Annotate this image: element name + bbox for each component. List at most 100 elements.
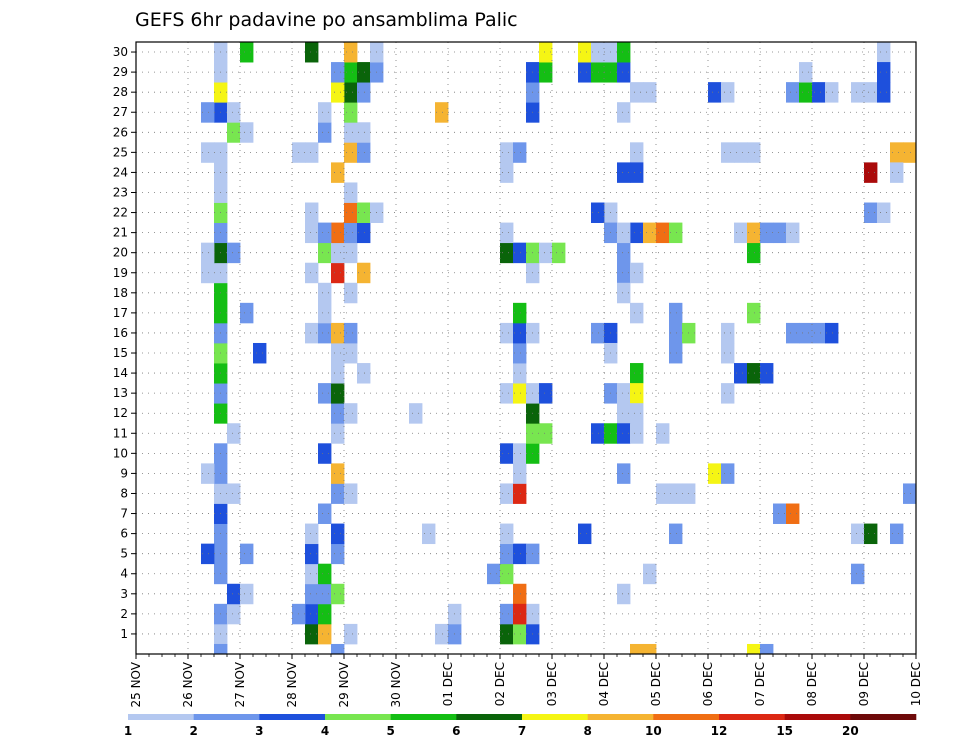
heatmap-cell — [318, 603, 332, 625]
heatmap-cell — [877, 82, 891, 103]
heatmap-cell — [539, 42, 553, 63]
heatmap-cell — [344, 202, 358, 223]
heatmap-cell — [630, 162, 644, 183]
heatmap-cell — [344, 483, 358, 504]
heatmap-cell — [513, 463, 527, 484]
colorbar-swatch — [325, 714, 391, 720]
heatmap-cell — [227, 122, 241, 143]
heatmap-cell — [344, 342, 358, 364]
heatmap-cell — [500, 623, 514, 645]
heatmap-cell — [344, 322, 358, 344]
heatmap-cell — [331, 483, 345, 504]
heatmap-cell — [201, 463, 215, 484]
heatmap-cell — [305, 543, 319, 565]
heatmap-cell — [331, 383, 345, 404]
heatmap-cell — [305, 603, 319, 625]
colorbar-label: 8 — [583, 724, 591, 738]
heatmap-cell — [708, 82, 722, 103]
heatmap-cell — [201, 142, 215, 163]
heatmap-cell — [331, 403, 345, 424]
y-tick-label: 10 — [113, 446, 128, 460]
colorbar-label: 6 — [452, 724, 460, 738]
x-tick-label: 29 NOV — [337, 661, 351, 707]
heatmap-cells — [201, 42, 917, 655]
heatmap-cell — [240, 543, 254, 565]
heatmap-cell — [734, 363, 748, 384]
heatmap-cell — [331, 242, 345, 264]
heatmap-cell — [747, 363, 761, 384]
colorbar-swatch — [128, 714, 194, 720]
colorbar-label: 4 — [321, 724, 329, 738]
heatmap-cell — [344, 222, 358, 244]
heatmap-cell — [305, 322, 319, 344]
heatmap-cell — [305, 623, 319, 645]
y-tick-label: 14 — [113, 366, 128, 380]
heatmap-cell — [864, 202, 878, 223]
heatmap-cell — [344, 102, 358, 123]
heatmap-cell — [487, 563, 501, 585]
heatmap-cell — [318, 102, 332, 123]
heatmap-cell — [318, 222, 332, 244]
heatmap-cell — [344, 282, 358, 304]
heatmap-cell — [747, 222, 761, 244]
y-tick-label: 16 — [113, 326, 128, 340]
heatmap-cell — [799, 62, 813, 83]
y-tick-label: 17 — [113, 306, 128, 320]
heatmap-cell — [786, 222, 800, 244]
heatmap-cell — [435, 102, 449, 123]
heatmap-cell — [617, 242, 631, 264]
heatmap-cell — [500, 242, 514, 264]
y-tick-label: 22 — [113, 206, 128, 220]
heatmap-cell — [422, 523, 436, 545]
heatmap-cell — [864, 162, 878, 183]
heatmap-cell — [357, 222, 371, 244]
heatmap-cell — [643, 563, 657, 585]
heatmap-cell — [331, 543, 345, 565]
heatmap-cell — [617, 262, 631, 284]
y-tick-label: 3 — [120, 587, 128, 601]
heatmap-cell — [435, 623, 449, 645]
heatmap-cell — [617, 162, 631, 183]
heatmap-cell — [721, 142, 735, 163]
heatmap-cell — [825, 82, 839, 103]
heatmap-cell — [227, 102, 241, 123]
heatmap-cell — [331, 423, 345, 444]
heatmap-cell — [786, 322, 800, 344]
heatmap-cell — [500, 222, 514, 244]
y-tick-label: 5 — [120, 547, 128, 561]
x-tick-label: 02 DEC — [493, 662, 507, 706]
heatmap-cell — [513, 342, 527, 364]
heatmap-cell — [357, 82, 371, 103]
y-tick-label: 27 — [113, 105, 128, 119]
heatmap-cell — [357, 202, 371, 223]
heatmap-cell — [851, 82, 865, 103]
heatmap-cell — [331, 523, 345, 545]
heatmap-cell — [344, 82, 358, 103]
heatmap-cell — [240, 302, 254, 324]
heatmap-cell — [500, 443, 514, 464]
heatmap-cell — [513, 623, 527, 645]
heatmap-cell — [331, 82, 345, 103]
heatmap-cell — [578, 62, 592, 83]
heatmap-cell — [513, 483, 527, 504]
colorbar-swatch — [390, 714, 457, 720]
heatmap-cell — [318, 282, 332, 304]
heatmap-cell — [513, 363, 527, 384]
colorbar-swatch — [587, 714, 654, 720]
heatmap-cell — [539, 242, 553, 264]
heatmap-cell — [331, 342, 345, 364]
heatmap-cell — [305, 142, 319, 163]
heatmap-cell — [344, 182, 358, 203]
heatmap-cell — [630, 363, 644, 384]
heatmap-cell — [500, 162, 514, 183]
grid-lines — [136, 42, 916, 654]
heatmap-cell — [825, 322, 839, 344]
heatmap-cell — [240, 122, 254, 143]
heatmap-cell — [630, 643, 644, 655]
heatmap-cell — [331, 162, 345, 183]
x-tick-label: 08 DEC — [805, 662, 819, 706]
heatmap-cell — [357, 262, 371, 284]
heatmap-cell — [513, 583, 527, 605]
x-tick-label: 25 NOV — [129, 661, 143, 707]
y-tick-label: 15 — [113, 346, 128, 360]
